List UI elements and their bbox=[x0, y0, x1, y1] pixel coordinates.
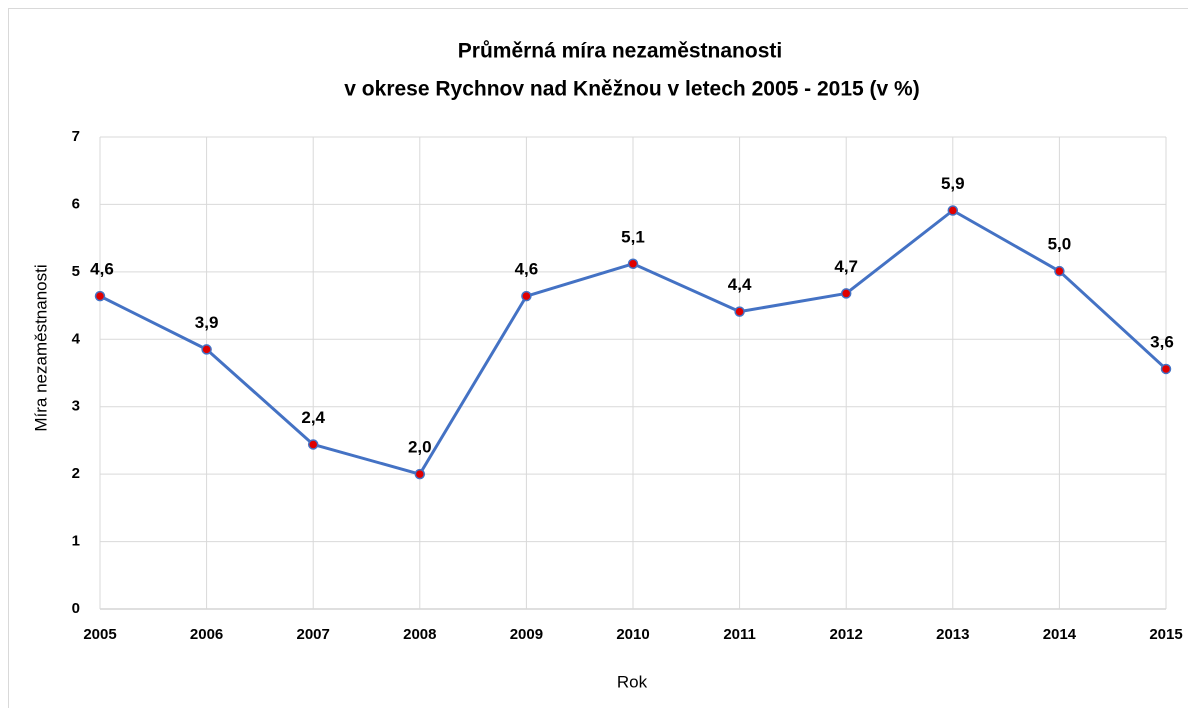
y-tick-label: 5 bbox=[72, 263, 80, 280]
x-tick-label: 2012 bbox=[830, 626, 863, 643]
data-label: 5,0 bbox=[1048, 235, 1072, 254]
marker bbox=[1054, 265, 1065, 277]
chart-title: Průměrná míra nezaměstnanosti bbox=[458, 40, 782, 63]
y-tick-label: 4 bbox=[72, 330, 81, 347]
chart-border bbox=[8, 8, 1188, 708]
data-label: 2,4 bbox=[301, 408, 325, 427]
data-label: 4,6 bbox=[90, 260, 114, 279]
x-tick-label: 2013 bbox=[936, 626, 969, 643]
marker bbox=[627, 258, 639, 270]
x-tick-label: 2011 bbox=[723, 626, 756, 643]
marker bbox=[521, 290, 532, 302]
x-tick-label: 2009 bbox=[510, 626, 543, 643]
marker bbox=[947, 205, 959, 216]
x-tick-label: 2005 bbox=[83, 626, 116, 643]
data-label: 4,6 bbox=[515, 260, 539, 279]
y-tick-label: 2 bbox=[72, 465, 80, 482]
marker bbox=[94, 290, 106, 302]
marker bbox=[201, 344, 212, 355]
marker bbox=[414, 468, 426, 480]
y-tick-label: 3 bbox=[72, 398, 80, 415]
data-label: 4,4 bbox=[728, 275, 752, 294]
marker bbox=[307, 439, 319, 450]
data-label: 2,0 bbox=[408, 438, 432, 457]
marker bbox=[734, 306, 745, 317]
x-tick-label: 2015 bbox=[1149, 626, 1182, 643]
marker bbox=[1160, 363, 1172, 375]
data-label: 5,9 bbox=[941, 174, 965, 193]
marker bbox=[840, 288, 852, 299]
chart-title: v okrese Rychnov nad Kněžnou v letech 20… bbox=[344, 78, 919, 101]
x-axis-label: Rok bbox=[617, 672, 648, 691]
x-tick-label: 2014 bbox=[1043, 626, 1077, 643]
y-tick-label: 0 bbox=[72, 600, 80, 617]
data-label: 5,1 bbox=[621, 227, 645, 246]
data-label: 3,6 bbox=[1150, 332, 1174, 351]
y-tick-label: 7 bbox=[72, 128, 80, 145]
y-tick-label: 6 bbox=[72, 195, 80, 212]
y-axis-label: Míra nezaměstnanosti bbox=[31, 264, 50, 431]
data-label: 4,7 bbox=[834, 257, 858, 276]
y-tick-label: 1 bbox=[72, 533, 80, 550]
x-tick-label: 2007 bbox=[297, 626, 330, 643]
x-tick-label: 2008 bbox=[403, 626, 436, 643]
x-tick-label: 2010 bbox=[616, 626, 649, 643]
data-label: 3,9 bbox=[195, 313, 219, 332]
x-tick-label: 2006 bbox=[190, 626, 223, 643]
